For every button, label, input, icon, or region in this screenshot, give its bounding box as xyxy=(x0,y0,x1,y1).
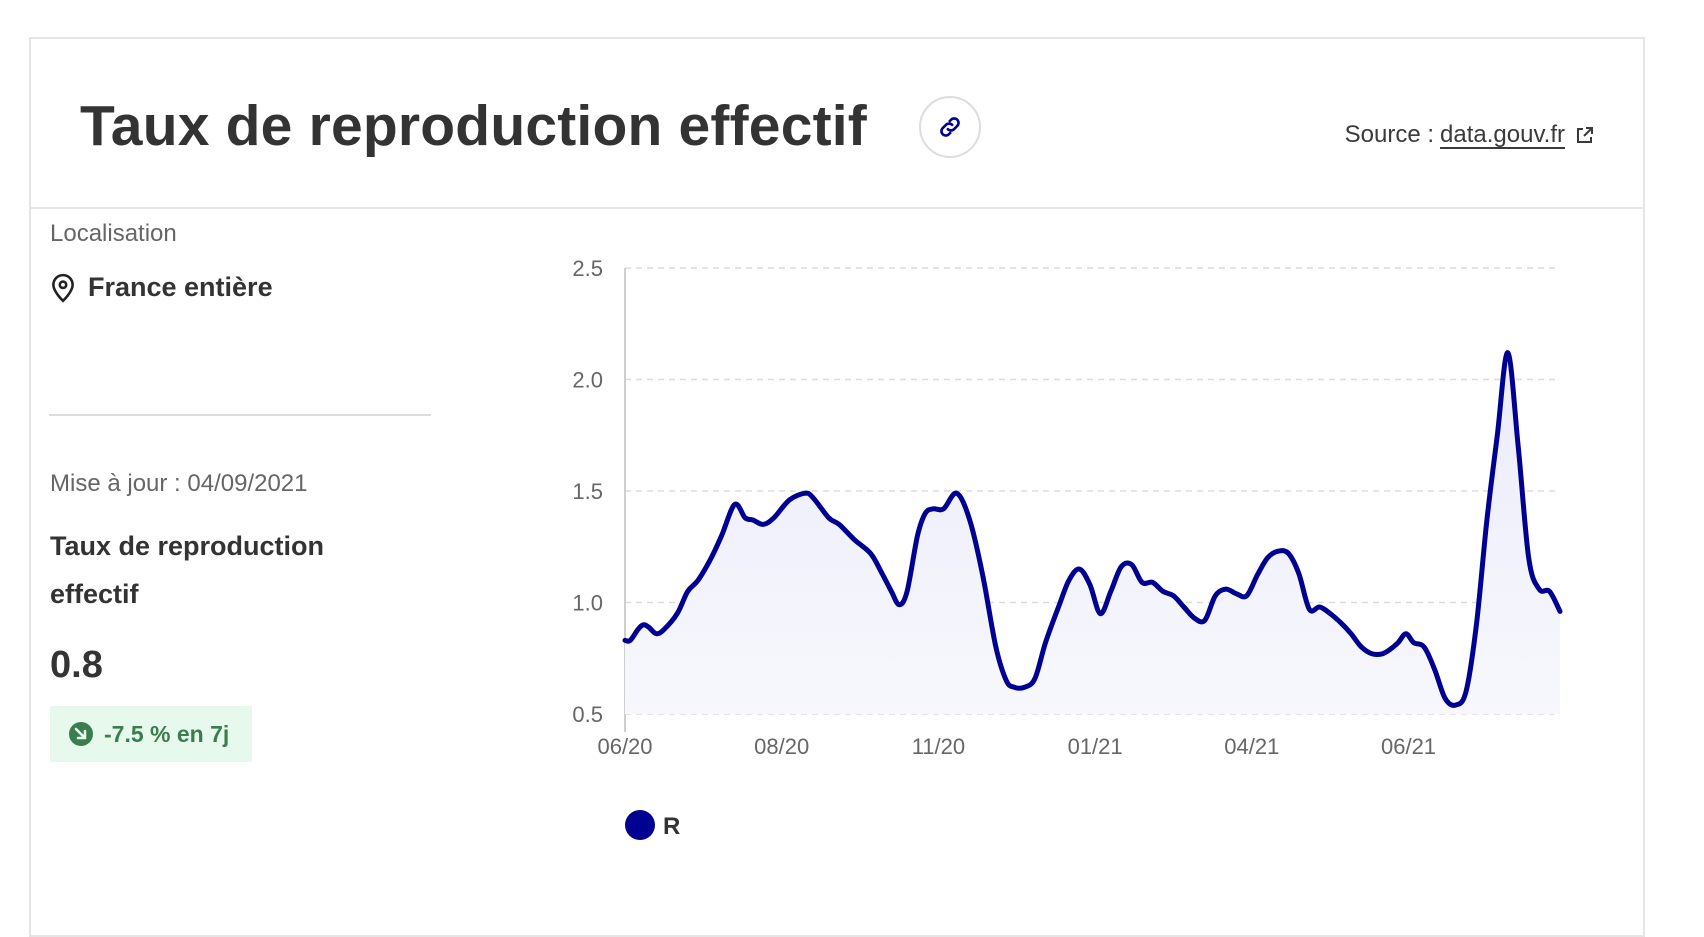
legend-swatch-r xyxy=(625,810,655,840)
y-tick-label: 1.0 xyxy=(572,591,603,616)
y-tick-label: 1.5 xyxy=(572,479,603,504)
map-pin-icon xyxy=(52,273,74,303)
metric-title: Taux de reproduction effectif xyxy=(50,531,325,609)
source-label: Source : xyxy=(1344,121,1435,148)
location-label: Localisation xyxy=(50,220,177,247)
y-tick-label: 2.0 xyxy=(572,368,603,393)
x-tick-label: 04/21 xyxy=(1224,734,1279,759)
page-title: Taux de reproduction effectif xyxy=(80,94,867,158)
x-tick-label: 11/20 xyxy=(912,734,965,759)
series-r-line xyxy=(622,350,1563,708)
source-link[interactable]: data.gouv.fr xyxy=(1440,121,1595,149)
metric-value: 0.8 xyxy=(50,644,103,686)
y-tick-label: 0.5 xyxy=(572,702,603,727)
location-selector[interactable]: France entière xyxy=(50,272,430,303)
source: Source : data.gouv.fr xyxy=(1345,121,1595,149)
link-icon xyxy=(940,117,960,137)
series-r-area xyxy=(625,352,1560,714)
source-link-text: data.gouv.fr xyxy=(1440,121,1565,148)
r-chart: 0.5 1.0 1.5 2.0 2.5 06/20 08/20 11/20 01/21 04/21… xyxy=(572,256,1563,840)
y-tick-label: 2.5 xyxy=(572,256,603,281)
legend-label-r: R xyxy=(663,813,680,840)
update-date: Mise à jour : 04/09/2021 xyxy=(50,470,308,497)
external-link-icon xyxy=(1577,127,1593,143)
card-header: Taux de reproduction effectif Source : d… xyxy=(31,39,1643,209)
info-panel: Localisation France entière xyxy=(50,220,430,303)
trend-text: -7.5 % en 7j xyxy=(104,720,230,747)
indicator-card: Taux de reproduction effectif Source : d… xyxy=(29,37,1645,937)
x-tick-label: 08/20 xyxy=(754,734,809,759)
copy-link-button[interactable] xyxy=(919,96,981,158)
x-tick-label: 06/20 xyxy=(597,734,652,759)
x-tick-label: 06/21 xyxy=(1381,734,1436,759)
trend-down-arrow-icon xyxy=(69,722,93,746)
panel-divider xyxy=(49,414,431,416)
location-value: France entière xyxy=(88,272,273,302)
x-tick-label: 01/21 xyxy=(1068,734,1123,759)
trend-badge: -7.5 % en 7j xyxy=(50,706,252,762)
